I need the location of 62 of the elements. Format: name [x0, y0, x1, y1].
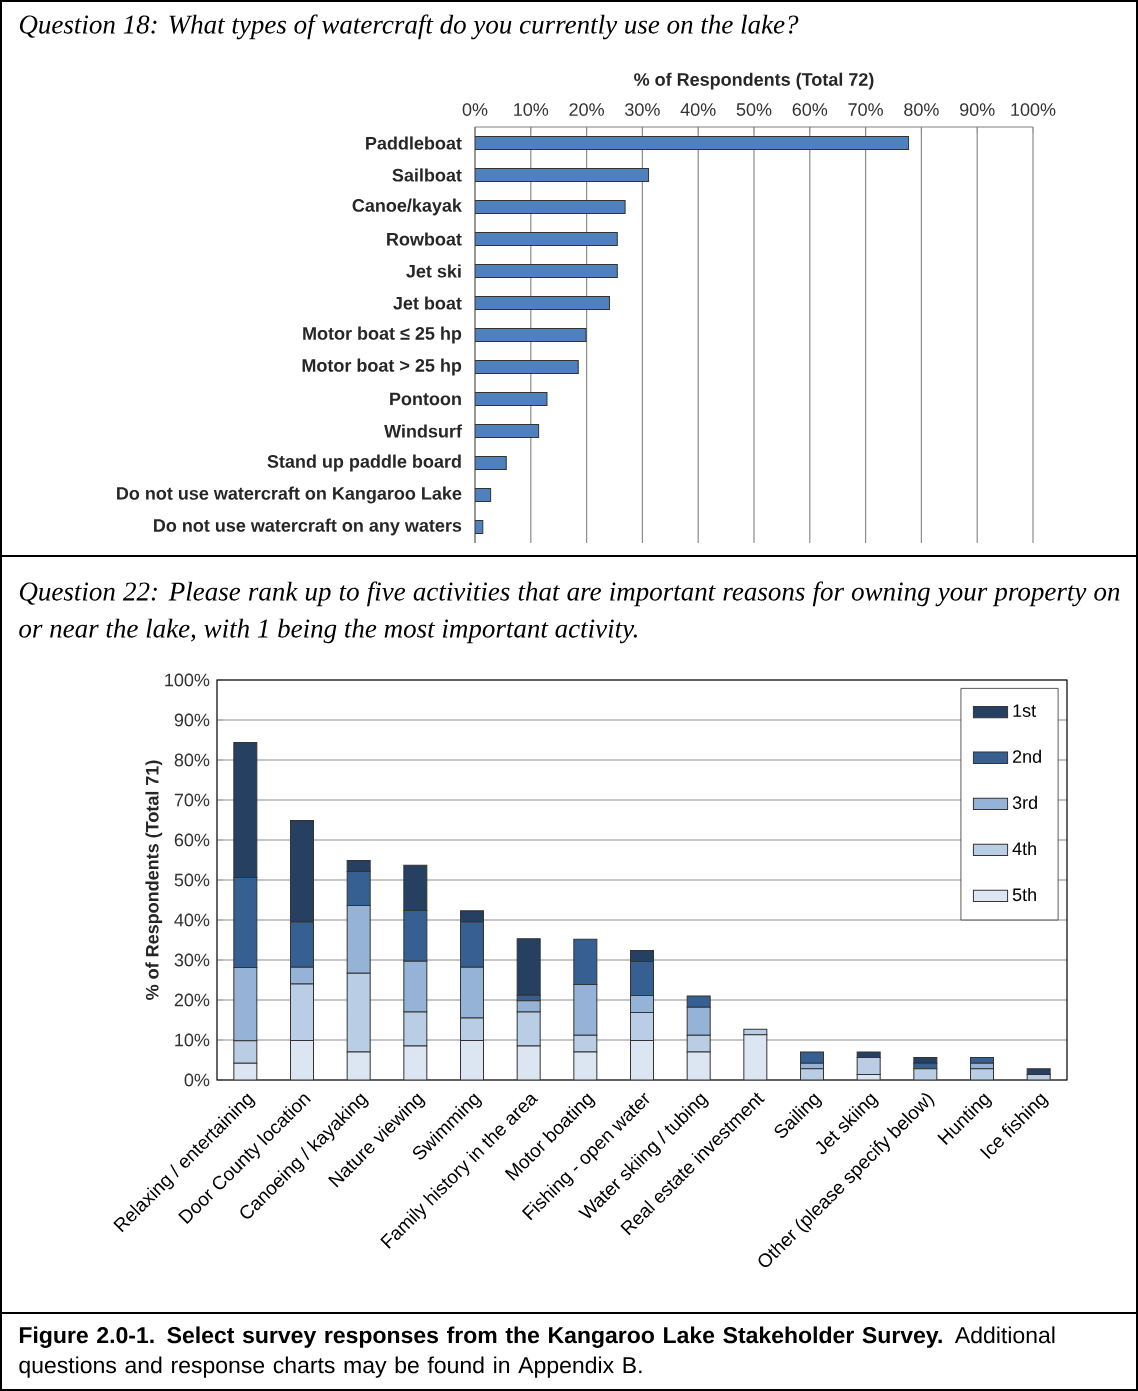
y-tick-label: Stand up paddle board: [267, 454, 461, 472]
x-tick-label: 50%: [736, 103, 772, 116]
y-tick-label: Do not use watercraft on Kangaroo Lake: [117, 486, 462, 504]
y-tick-label: 100%: [165, 673, 210, 687]
y-tick-label: 40%: [174, 913, 210, 927]
chart-title: Question 22: Please rank up to five activities that are important reasons for owning your property on or near the lake, with 1 being the most important activity.: [19, 581, 1120, 644]
x-tick-label: 100%: [1011, 103, 1056, 116]
y-tick-label: Jet ski: [406, 264, 461, 278]
y-tick-label: Windsurf: [384, 424, 462, 438]
x-tick-label: 10%: [514, 103, 549, 116]
y-tick-label: 0%: [184, 1073, 210, 1087]
legend-label: 5th: [1012, 887, 1036, 902]
bar: [475, 231, 618, 246]
bar: [475, 327, 587, 342]
bar: [475, 359, 579, 374]
y-tick-label: Canoe/kayak: [352, 198, 462, 216]
y-tick-label: 70%: [174, 793, 210, 807]
bar: [475, 519, 484, 534]
legend-label: 1st: [1013, 704, 1036, 717]
legend-label: 2nd: [1012, 749, 1041, 764]
y-tick-label: Paddleboat: [366, 136, 462, 150]
y-tick-label: 50%: [174, 873, 210, 887]
y-tick-label: Motor boat ≤ 25 hp: [303, 326, 462, 344]
y-axis-title: % of Respondents (Total 71): [145, 760, 163, 1000]
x-tick-label: 70%: [848, 103, 883, 116]
y-tick-label: Pontoon: [390, 392, 461, 406]
bar: [475, 455, 507, 470]
legend-label: 3rd: [1012, 795, 1037, 810]
text: Figure 2.0-1. Select survey responses from the Kangaroo Lake Stakeholder Survey. Additional questions and response charts may be found in Appendix B.: [19, 1326, 1055, 1378]
bar: [516, 938, 541, 996]
bar: [475, 263, 618, 278]
y-tick-label: 90%: [174, 713, 210, 727]
bar: [800, 1051, 824, 1064]
y-tick-label: Jet boat: [393, 296, 462, 310]
bar: [475, 295, 610, 310]
x-tick-label: 40%: [680, 103, 716, 116]
x-tick-label: 30%: [625, 103, 660, 116]
y-tick-label: 60%: [174, 833, 210, 847]
bar: [970, 1057, 994, 1064]
legend-label: 4th: [1012, 841, 1036, 856]
y-tick-label: 20%: [174, 993, 210, 1007]
bar: [475, 424, 540, 438]
bar: [475, 135, 910, 150]
y-tick-label: 30%: [174, 953, 210, 967]
y-tick-label: Sailboat: [392, 168, 462, 182]
bar: [475, 199, 626, 214]
x-tick-label: 90%: [960, 103, 995, 116]
bar: [475, 487, 492, 502]
bar: [475, 391, 548, 406]
x-tick-label: 80%: [904, 103, 939, 116]
y-tick-label: Motor boat > 25 hp: [302, 358, 462, 376]
bar: [475, 167, 650, 182]
y-tick-label: Do not use watercraft on any waters: [154, 518, 462, 536]
x-tick-label: 60%: [792, 103, 828, 116]
y-tick-label: 80%: [174, 753, 210, 767]
x-tick-label: 0%: [462, 103, 488, 116]
y-tick-label: Rowboat: [387, 232, 462, 246]
x-tick-label: 20%: [569, 103, 604, 116]
bar: [913, 1057, 938, 1064]
y-tick-label: 10%: [175, 1033, 210, 1047]
x-axis-title: % of Respondents (Total 72): [634, 72, 874, 90]
chart-title: Question 18: What types of watercraft do you currently use on the lake?: [19, 14, 799, 40]
